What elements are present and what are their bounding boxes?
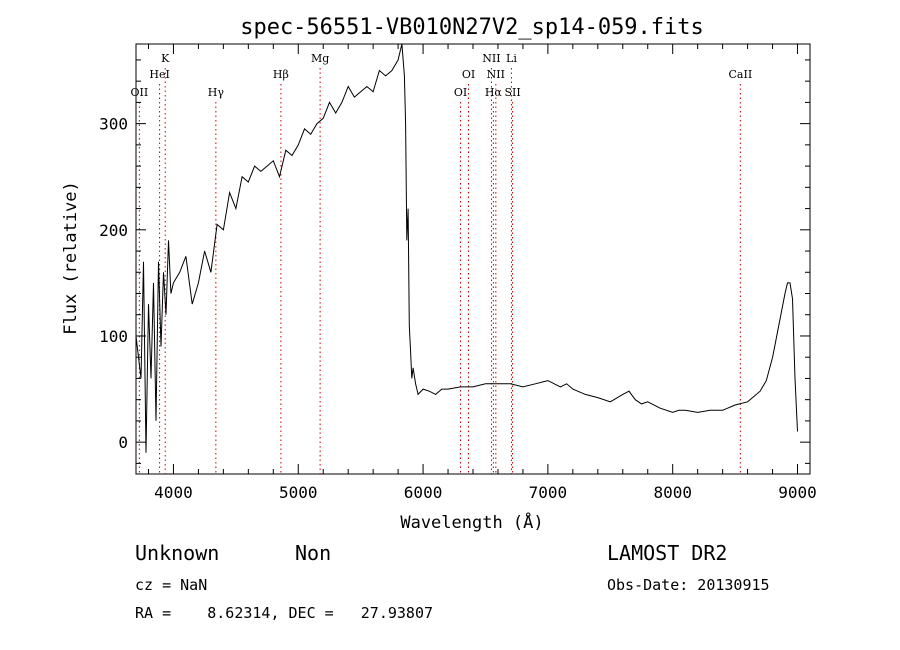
y-axis-label: Flux (relative) [61, 181, 81, 335]
line-marker-label: OI [454, 86, 467, 99]
object-class: Unknown [135, 541, 220, 565]
x-tick-label: 4000 [154, 483, 193, 502]
coordinates: RA = 8.62314, DEC = 27.93807 [135, 604, 434, 622]
x-tick-label: 5000 [279, 483, 318, 502]
line-marker-label: OII [131, 86, 149, 99]
line-marker-label: CaII [729, 68, 753, 81]
line-marker-label: Mg [311, 52, 329, 65]
x-tick-label: 6000 [404, 483, 443, 502]
plot-frame [135, 43, 811, 475]
y-tick-label: 0 [118, 433, 128, 452]
line-marker-label: NII [482, 52, 500, 65]
y-tick-label: 300 [99, 115, 128, 134]
x-tick-label: 9000 [778, 483, 817, 502]
redshift-info: cz = NaN [135, 576, 208, 594]
axis-ticks: 4000 5000 6000 7000 8000 9000 0 100 200 300 [99, 44, 817, 502]
x-tick-label: 7000 [529, 483, 568, 502]
x-tick-label: 8000 [653, 483, 692, 502]
x-axis-label: Wavelength (Å) [400, 511, 543, 533]
obs-date: Obs-Date: 20130915 [607, 576, 770, 594]
series-group [136, 44, 798, 453]
line-marker-label: Hβ [273, 68, 289, 81]
survey-name: LAMOST DR2 [607, 541, 728, 565]
y-tick-label: 100 [99, 327, 128, 346]
y-tick-label: 200 [99, 221, 128, 240]
line-marker-label: Hα [485, 86, 503, 99]
line-marker-label: OI [462, 68, 475, 81]
object-subclass: Non [295, 541, 332, 565]
line-marker-label: Hγ [208, 86, 225, 99]
line-marker-label: Li [506, 52, 517, 65]
line-marker-label: NII [487, 68, 505, 81]
spectrum-series [136, 44, 798, 453]
chart-title: spec-56551-VB010N27V2_sp14-059.fits [240, 15, 704, 40]
line-marker-label: K [161, 52, 170, 65]
line-marker-label: SII [504, 86, 520, 99]
line-markers: OII K HeI Hγ Hβ Mg OI OI NII NII Hα Li SII CaII [131, 52, 753, 474]
line-marker-label: HeI [149, 68, 169, 81]
